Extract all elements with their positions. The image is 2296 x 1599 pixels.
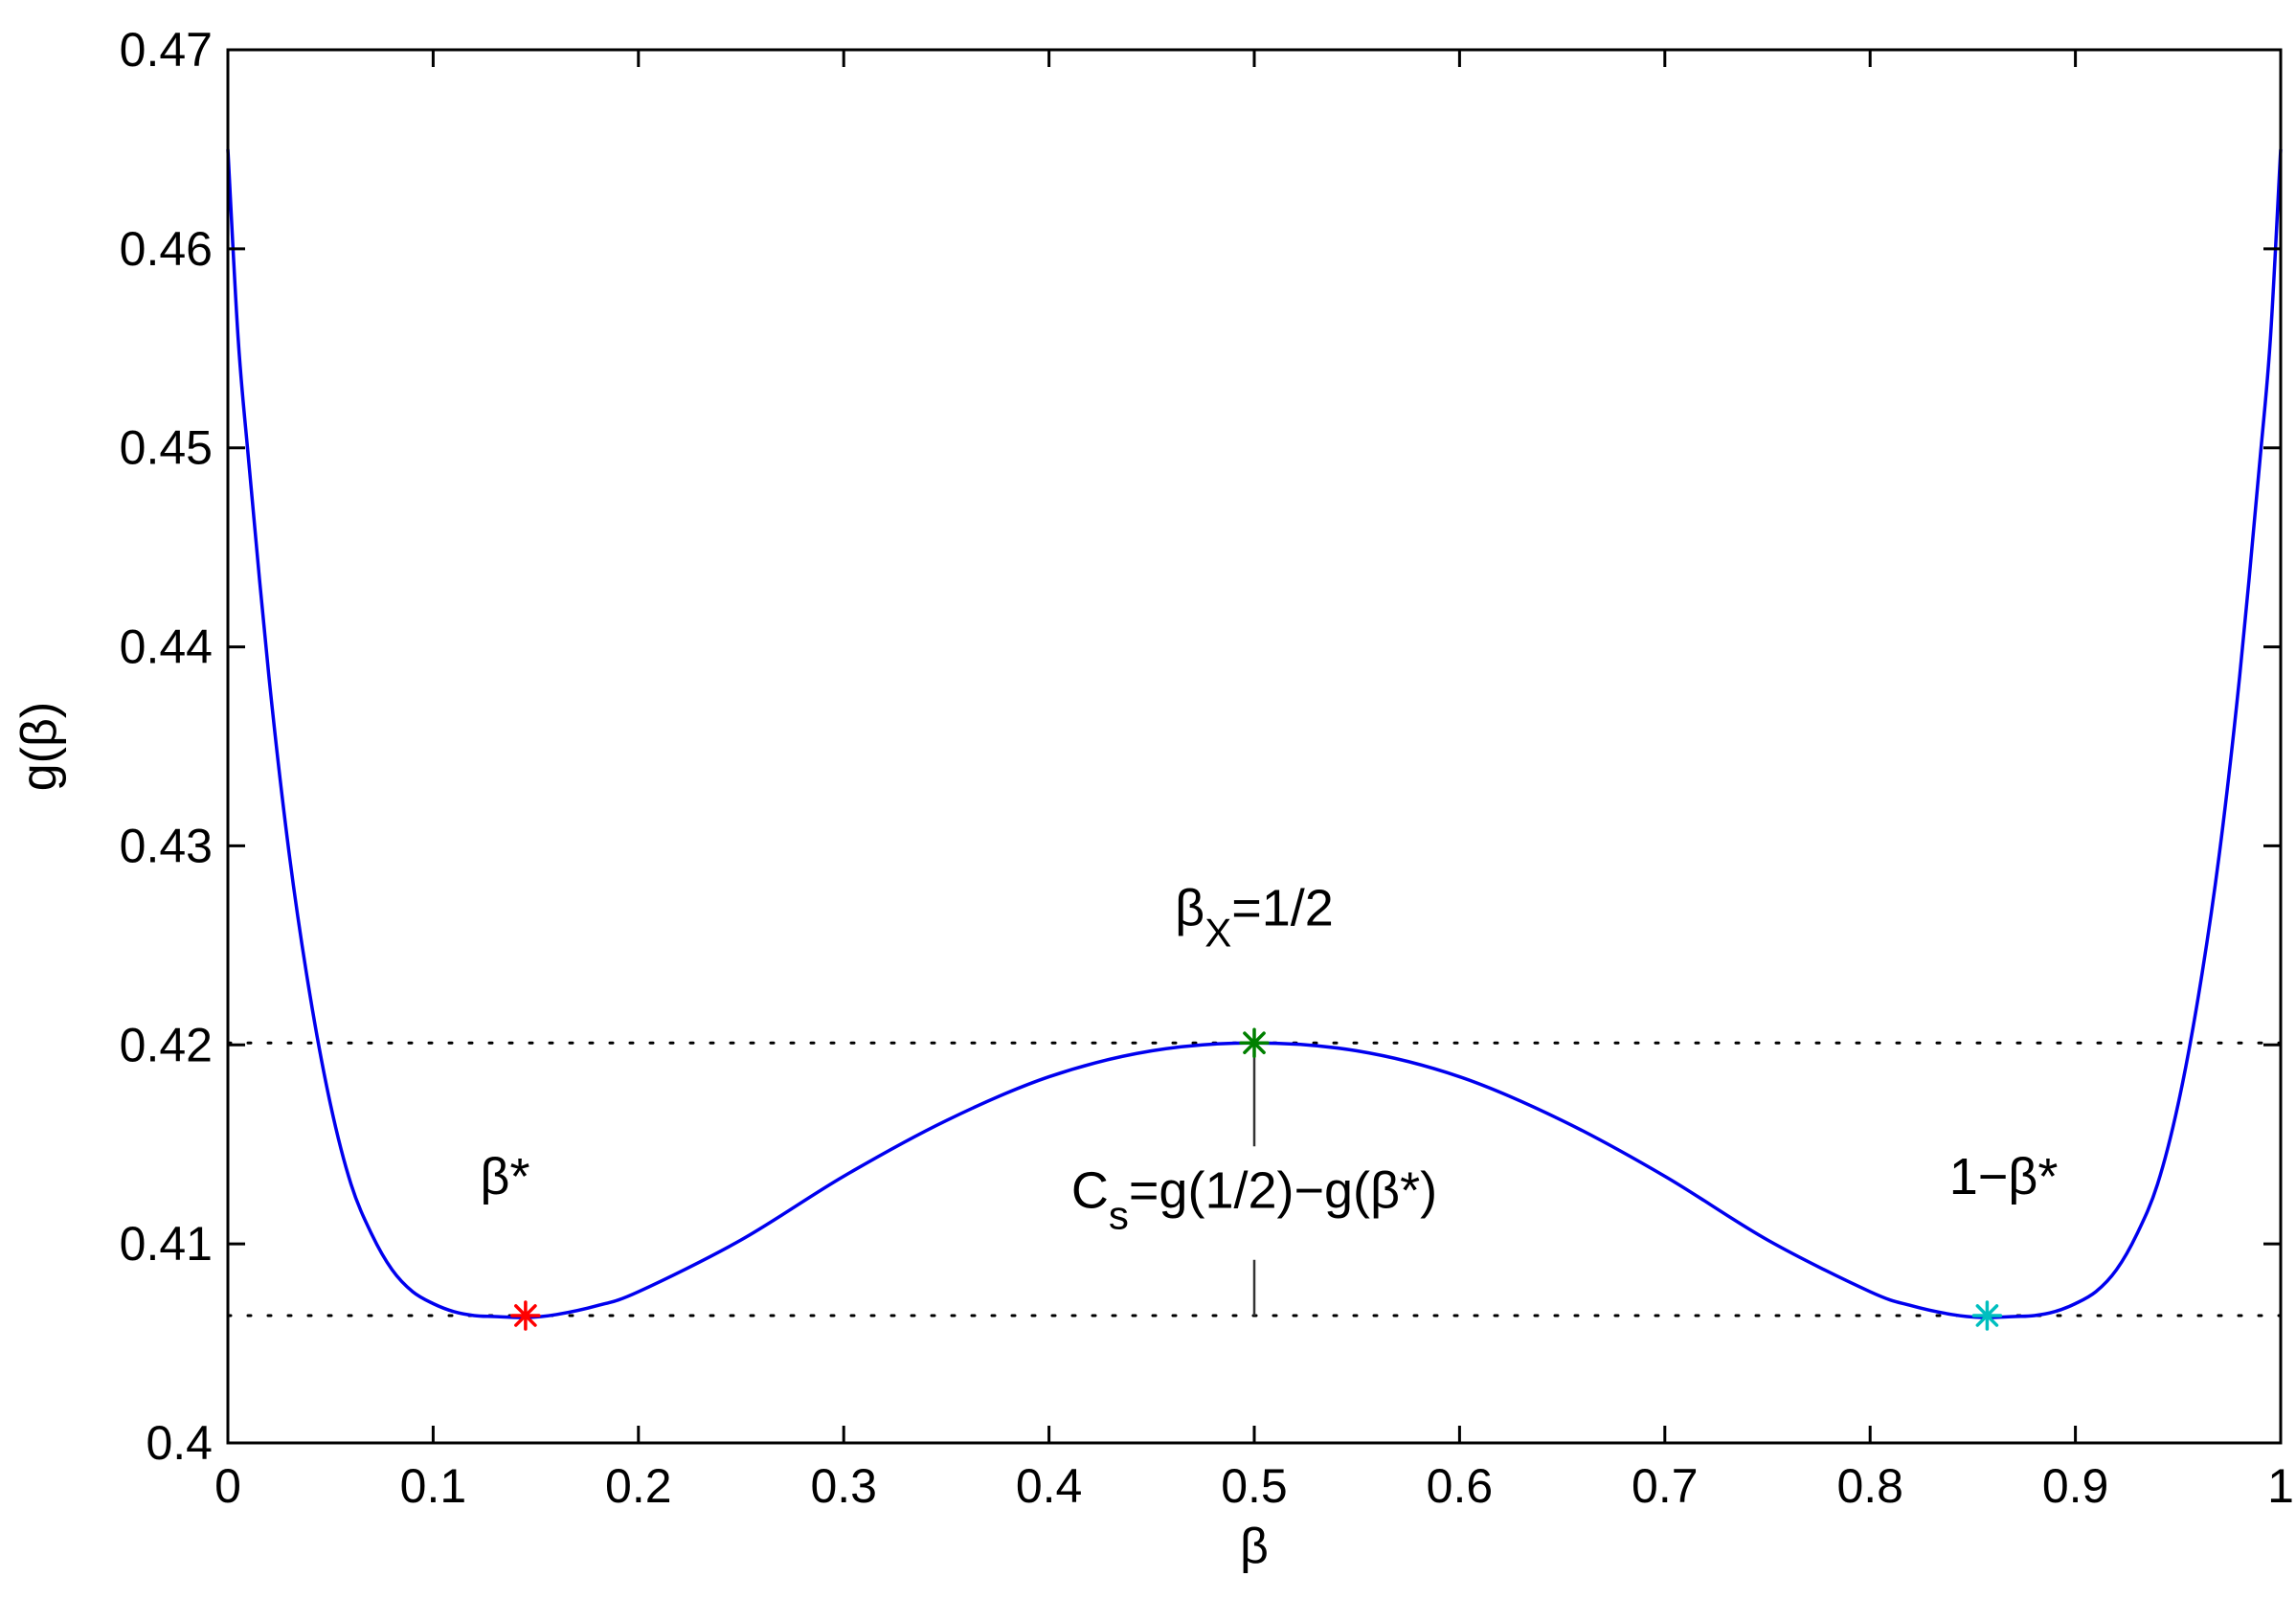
marker-stroke — [1975, 1304, 1999, 1327]
x-tick-label: 0.8 — [1836, 1459, 1903, 1513]
y-tick-label: 0.47 — [120, 23, 213, 77]
y-tick-label: 0.45 — [120, 421, 213, 475]
x-axis-label: β — [1240, 1519, 1269, 1574]
annotation-beta-star: β* — [480, 1148, 529, 1205]
marker-stroke — [1243, 1031, 1266, 1055]
y-tick-label: 0.46 — [120, 222, 213, 276]
annotation-one-minus-beta-star: 1−β* — [1949, 1148, 2059, 1205]
annotation-cs: Cs=g(1/2)−g(β*) — [1071, 1162, 1437, 1238]
marker-beta-half — [1239, 1027, 1270, 1058]
annotation-beta-x: βX=1/2 — [1175, 880, 1334, 956]
annotation-cs-main: C — [1071, 1162, 1109, 1220]
annotations: β* βX=1/2 Cs=g(1/2)−g(β*) 1−β* — [480, 880, 2058, 1238]
x-tick-label: 0.1 — [400, 1459, 467, 1513]
annotation-beta-x-main: β — [1175, 880, 1204, 937]
marker-layer — [510, 1027, 2003, 1331]
y-tick-label: 0.44 — [120, 620, 213, 674]
x-tick-label: 0.9 — [2042, 1459, 2109, 1513]
x-tick-label: 1 — [2267, 1459, 2294, 1513]
y-tick-label: 0.43 — [120, 819, 213, 872]
y-tick-label: 0.41 — [120, 1217, 213, 1271]
x-tick-label: 0.6 — [1427, 1459, 1494, 1513]
y-tick-label: 0.42 — [120, 1018, 213, 1071]
annotation-cs-rest: =g(1/2)−g(β*) — [1129, 1162, 1437, 1220]
x-tick-label: 0.4 — [1016, 1459, 1083, 1513]
y-axis-ticks: 0.4 0.41 0.42 0.43 0.44 0.45 0.46 0.47 — [120, 23, 2281, 1470]
y-tick-label: 0.4 — [146, 1416, 213, 1470]
x-axis-ticks: 0 0.1 0.2 0.3 0.4 0.5 0.6 0.7 0.8 0.9 1 — [214, 50, 2294, 1513]
marker-beta-star — [510, 1300, 541, 1331]
annotation-beta-x-rest: =1/2 — [1231, 880, 1334, 937]
y-axis-label: g(β) — [11, 702, 67, 791]
x-tick-label: 0 — [214, 1459, 241, 1513]
marker-stroke — [514, 1304, 537, 1327]
x-tick-label: 0.7 — [1632, 1459, 1699, 1513]
annotation-cs-subscript: s — [1109, 1193, 1129, 1238]
x-tick-label: 0.2 — [605, 1459, 672, 1513]
annotation-beta-x-subscript: X — [1204, 911, 1231, 956]
x-tick-label: 0.3 — [810, 1459, 877, 1513]
marker-one-minus-beta-star — [1971, 1300, 2003, 1331]
x-tick-label: 0.5 — [1221, 1459, 1288, 1513]
